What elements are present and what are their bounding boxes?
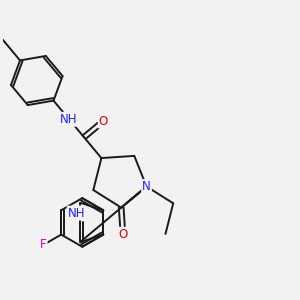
Text: N: N bbox=[142, 180, 151, 193]
Text: O: O bbox=[118, 228, 128, 241]
Text: O: O bbox=[99, 115, 108, 128]
Text: NH: NH bbox=[60, 113, 78, 126]
Text: NH: NH bbox=[68, 207, 85, 220]
Text: F: F bbox=[40, 238, 46, 251]
